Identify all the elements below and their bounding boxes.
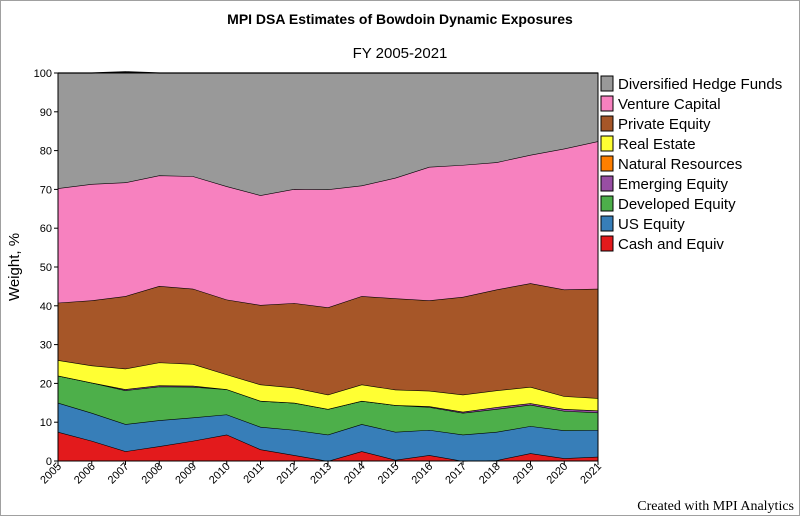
x-tick-label: 2015 — [376, 461, 402, 487]
chart-subtitle: FY 2005-2021 — [353, 45, 448, 62]
legend-label: Emerging Equity — [618, 176, 729, 193]
y-tick-label: 100 — [34, 68, 52, 80]
y-tick-label: 20 — [40, 378, 52, 390]
legend-label: Real Estate — [618, 136, 696, 153]
x-tick-label: 2013 — [308, 461, 334, 487]
y-tick-label: 60 — [40, 223, 52, 235]
y-tick-label: 90 — [40, 107, 52, 119]
x-tick-label: 2017 — [443, 461, 469, 487]
legend-swatch — [600, 115, 614, 132]
legend-swatch — [600, 235, 614, 252]
x-tick-label: 2021 — [578, 461, 604, 487]
legend-label: Private Equity — [618, 116, 711, 133]
x-tick-label: 2019 — [511, 461, 537, 487]
legend-swatch — [600, 95, 614, 112]
y-tick-label: 10 — [40, 417, 52, 429]
y-tick-label: 70 — [40, 184, 52, 196]
area-layers — [57, 71, 599, 462]
area-series-7 — [58, 141, 598, 308]
area-series-2 — [58, 375, 598, 435]
legend-label: Diversified Hedge Funds — [618, 76, 782, 93]
area-series-8 — [58, 71, 598, 196]
legend-swatch — [600, 135, 614, 152]
y-tick-label: 50 — [40, 262, 52, 274]
x-tick-label: 2006 — [72, 461, 98, 487]
area-series-1 — [58, 402, 598, 461]
legend-label: US Equity — [618, 216, 685, 233]
legend-swatch — [600, 75, 614, 92]
legend-swatch — [600, 175, 614, 192]
legend-swatch — [600, 215, 614, 232]
y-tick-label: 30 — [40, 340, 52, 352]
area-series-6 — [58, 283, 598, 399]
legend: Diversified Hedge Funds Venture Capital Pr… — [600, 75, 782, 253]
x-tick-label: 2011 — [241, 461, 266, 486]
x-tick-label: 2008 — [140, 461, 166, 487]
area-series-5 — [58, 360, 598, 412]
x-tick-label: 2009 — [173, 461, 199, 487]
x-tick-label: 2014 — [342, 461, 368, 487]
y-tick-label: 0 — [46, 456, 52, 468]
legend-label: Developed Equity — [618, 196, 736, 213]
legend-label: Natural Resources — [618, 156, 742, 173]
x-tick-label: 2018 — [477, 461, 503, 487]
x-tick-label: 2012 — [275, 461, 301, 487]
x-tick-label: 2016 — [410, 461, 436, 487]
x-tick-label: 2005 — [38, 461, 64, 487]
x-tick-label: 2010 — [207, 461, 233, 487]
y-tick-label: 40 — [40, 301, 52, 313]
credit-text: Created with MPI Analytics — [637, 499, 794, 514]
x-tick-label: 2020 — [545, 461, 571, 487]
legend-swatch — [600, 195, 614, 212]
y-tick-label: 80 — [40, 146, 52, 158]
legend-swatch — [600, 155, 614, 172]
x-tick-label: 2007 — [106, 461, 132, 487]
y-axis-label: Weight, % — [6, 233, 23, 301]
area-series-0 — [58, 431, 598, 461]
legend-label: Venture Capital — [618, 96, 721, 113]
legend-label: Cash and Equiv — [618, 236, 724, 253]
chart-title: MPI DSA Estimates of Bowdoin Dynamic Exp… — [227, 11, 573, 27]
